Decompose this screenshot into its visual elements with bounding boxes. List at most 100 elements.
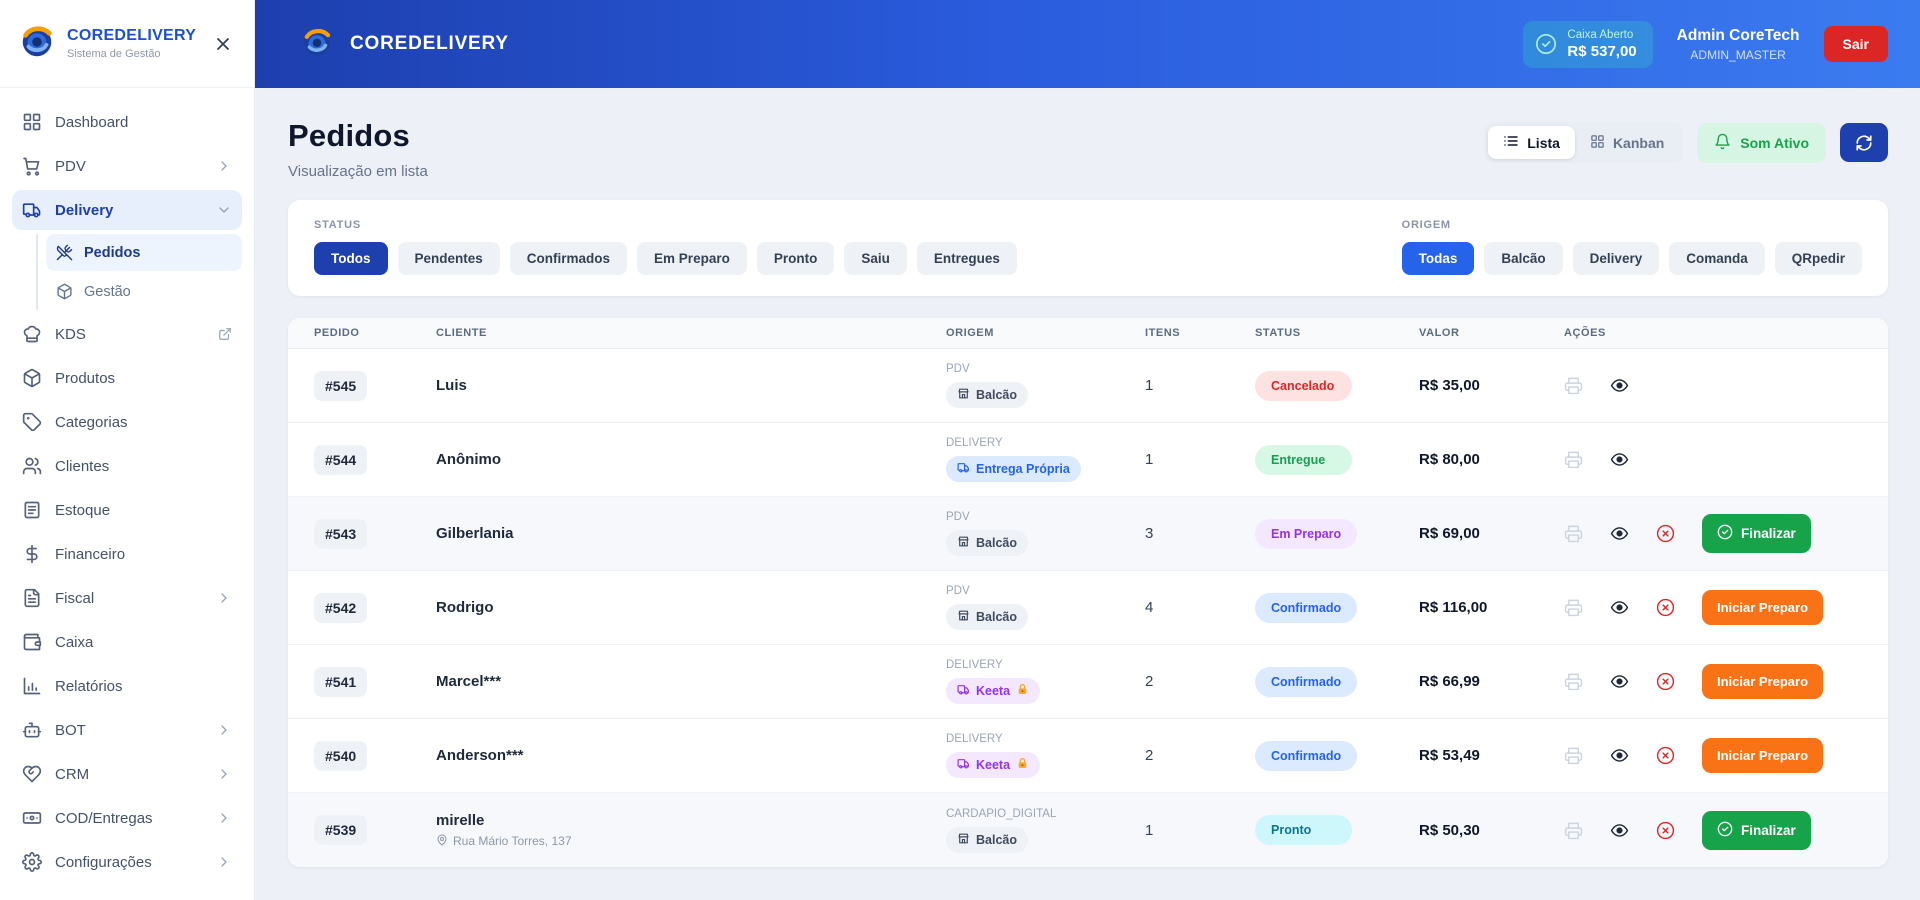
sidebar-item-label: Fiscal — [55, 589, 95, 607]
order-value: R$ 116,00 — [1419, 599, 1488, 616]
logout-button[interactable]: Sair — [1823, 26, 1888, 62]
sidebar-item-estoque[interactable]: Estoque — [12, 490, 242, 530]
origem-chip-comanda[interactable]: Comanda — [1669, 242, 1765, 275]
origem-chip-qrpedir[interactable]: QRpedir — [1774, 242, 1862, 275]
column-header-status: STATUS — [1255, 327, 1301, 339]
sidebar-item-caixa[interactable]: Caixa — [12, 622, 242, 662]
check-circle-icon — [1717, 524, 1733, 543]
origem-chip-todas[interactable]: Todas — [1401, 242, 1475, 275]
view-details-button[interactable] — [1610, 450, 1629, 469]
print-button[interactable] — [1564, 672, 1583, 691]
package-icon — [56, 283, 73, 300]
sidebar-item-label: Configurações — [55, 853, 152, 871]
origin-type: DELIVERY — [946, 733, 1003, 745]
order-id-badge: #542 — [314, 592, 368, 623]
start-prep-button[interactable]: Iniciar Preparo — [1702, 664, 1824, 699]
status-filter-group: STATUS Todos Pendentes Confirmados Em Prepa… — [314, 219, 1017, 275]
sidebar-item-fiscal[interactable]: Fiscal — [12, 578, 242, 618]
start-prep-button[interactable]: Iniciar Preparo — [1702, 590, 1824, 625]
cancel-order-button[interactable] — [1656, 821, 1675, 840]
origem-filter-label: ORIGEM — [1401, 219, 1451, 231]
bell-icon — [1714, 133, 1731, 153]
status-badge: Confirmado — [1255, 740, 1358, 771]
print-button[interactable] — [1564, 746, 1583, 765]
sidebar-item-label: Pedidos — [84, 244, 141, 261]
status-chip-pendentes[interactable]: Pendentes — [397, 242, 500, 275]
sidebar-item-delivery[interactable]: Delivery — [12, 190, 242, 230]
sidebar-item-crm[interactable]: CRM — [12, 754, 242, 794]
sidebar-item-clientes[interactable]: Clientes — [12, 446, 242, 486]
finalize-button[interactable]: Finalizar — [1702, 810, 1811, 850]
view-toggle-lista[interactable]: Lista — [1488, 126, 1575, 159]
user-name: Admin CoreTech — [1676, 26, 1800, 44]
lock-icon — [1016, 757, 1029, 773]
column-header-itens: ITENS — [1145, 327, 1181, 339]
cancel-order-button[interactable] — [1656, 524, 1675, 543]
order-value: R$ 80,00 — [1419, 451, 1480, 468]
view-details-button[interactable] — [1610, 746, 1629, 765]
sidebar-item-kds[interactable]: KDS — [12, 314, 242, 354]
print-button[interactable] — [1564, 821, 1583, 840]
sidebar-item-configura-es[interactable]: Configurações — [12, 842, 242, 882]
print-button[interactable] — [1564, 524, 1583, 543]
sidebar-item-cod-entregas[interactable]: COD/Entregas — [12, 798, 242, 838]
sound-toggle-button[interactable]: Som Ativo — [1697, 122, 1826, 163]
status-chip-entregues[interactable]: Entregues — [916, 242, 1017, 275]
sidebar-item-relat-rios[interactable]: Relatórios — [12, 666, 242, 706]
status-chip-confirmados[interactable]: Confirmados — [509, 242, 628, 275]
finalize-button[interactable]: Finalizar — [1702, 514, 1811, 553]
sidebar-close-icon[interactable] — [208, 29, 238, 59]
status-chip-saiu[interactable]: Saiu — [844, 242, 907, 275]
sidebar-item-financeiro[interactable]: Financeiro — [12, 534, 242, 574]
page-title: Pedidos — [288, 118, 410, 153]
status-badge: Pronto — [1255, 815, 1352, 845]
user-info: Admin CoreTech ADMIN_MASTER — [1677, 27, 1800, 62]
order-value: R$ 69,00 — [1419, 525, 1480, 542]
order-value: R$ 35,00 — [1419, 377, 1480, 394]
view-toggle-kanban[interactable]: Kanban — [1575, 126, 1679, 159]
sidebar-item-gest-o[interactable]: Gestão — [46, 273, 242, 310]
sidebar-item-bot[interactable]: BOT — [12, 710, 242, 750]
print-button[interactable] — [1564, 598, 1583, 617]
client-name: mirelle — [436, 811, 485, 829]
status-chip-pronto[interactable]: Pronto — [756, 242, 835, 275]
view-details-button[interactable] — [1610, 672, 1629, 691]
view-details-button[interactable] — [1610, 376, 1629, 395]
refresh-button[interactable] — [1840, 123, 1888, 162]
status-chip-todos[interactable]: Todos — [314, 242, 388, 275]
start-prep-button[interactable]: Iniciar Preparo — [1702, 738, 1824, 773]
utensils-icon — [56, 244, 73, 261]
origem-chip-balc-o[interactable]: Balcão — [1484, 242, 1563, 275]
order-id-badge: #539 — [314, 815, 368, 845]
chevron-right-icon — [216, 854, 232, 870]
order-row-539: #539 mirelle Rua Mário Torres, 137 CARDAPIO… — [288, 793, 1888, 867]
origin-type: CARDAPIO_DIGITAL — [946, 807, 1057, 820]
print-button[interactable] — [1564, 450, 1583, 469]
sidebar-item-pedidos[interactable]: Pedidos — [46, 234, 242, 271]
cancel-order-button[interactable] — [1656, 598, 1675, 617]
sidebar-item-categorias[interactable]: Categorias — [12, 402, 242, 442]
sidebar-item-produtos[interactable]: Produtos — [12, 358, 242, 398]
sidebar: COREDELIVERY Sistema de Gestão Dashboard… — [0, 0, 255, 900]
print-button[interactable] — [1564, 376, 1583, 395]
origem-chip-delivery[interactable]: Delivery — [1572, 242, 1660, 275]
map-pin-icon — [436, 834, 448, 849]
sidebar-item-label: Estoque — [55, 501, 111, 519]
sidebar-item-label: COD/Entregas — [55, 809, 153, 827]
sidebar-item-dashboard[interactable]: Dashboard — [12, 102, 242, 142]
sidebar-item-label: BOT — [55, 721, 86, 739]
table-header-row: PEDIDO CLIENTE ORIGEM ITENS STATUS VALOR AÇÕES — [288, 318, 1888, 349]
sidebar-item-pdv[interactable]: PDV — [12, 146, 242, 186]
cancel-order-button[interactable] — [1656, 672, 1675, 691]
view-details-button[interactable] — [1610, 524, 1629, 543]
status-chip-em-preparo[interactable]: Em Preparo — [637, 242, 747, 275]
origin-type: PDV — [946, 511, 970, 523]
view-details-button[interactable] — [1610, 598, 1629, 617]
order-row-544: #544 Anônimo DELIVERY Entrega Própria 1 Entre… — [288, 423, 1888, 497]
view-details-button[interactable] — [1610, 821, 1629, 840]
kanban-icon — [1590, 134, 1605, 152]
caixa-status-badge[interactable]: Caixa Aberto R$ 537,00 — [1523, 20, 1653, 68]
status-badge: Confirmado — [1255, 592, 1358, 623]
cancel-order-button[interactable] — [1656, 746, 1675, 765]
list-icon — [1503, 133, 1519, 152]
